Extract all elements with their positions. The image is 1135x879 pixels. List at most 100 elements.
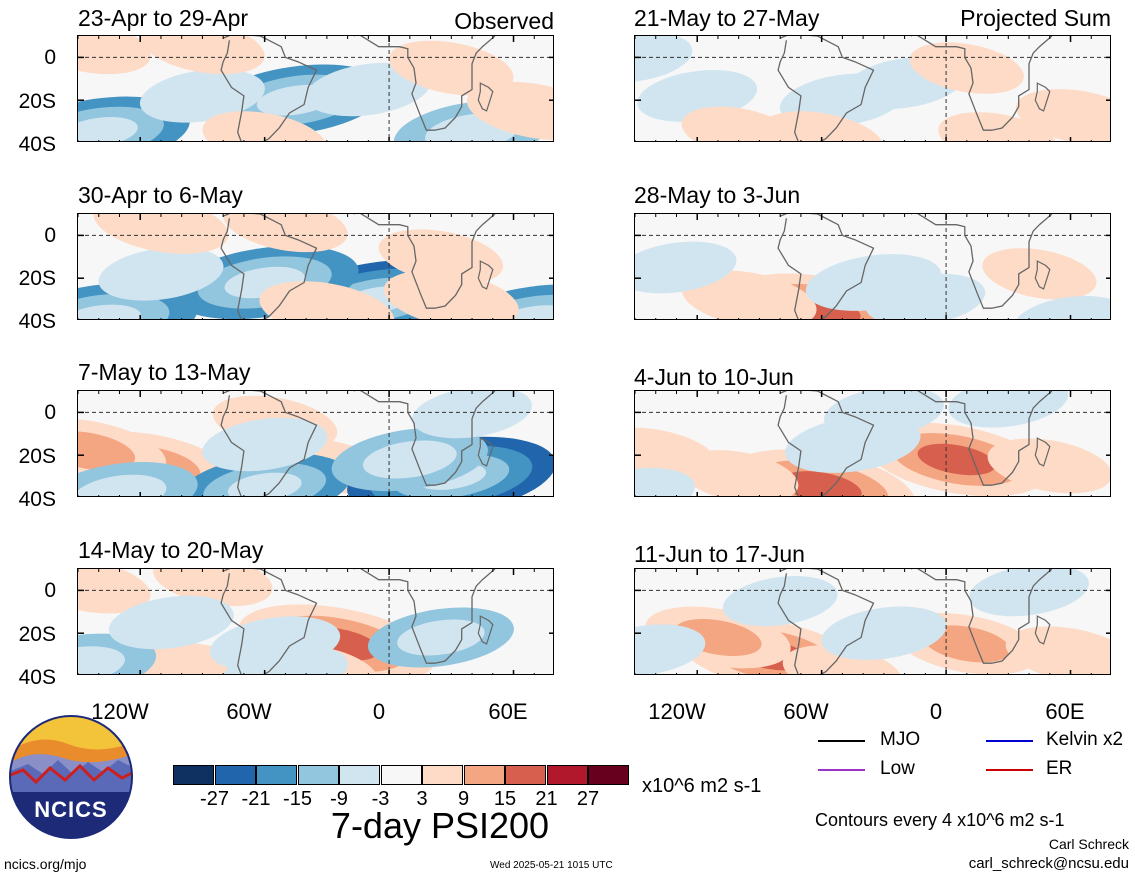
south-america-outline (777, 214, 875, 319)
anomaly-contour (821, 606, 947, 660)
anomaly-contour (139, 69, 265, 123)
anomaly-contour (635, 241, 737, 294)
madagascar-outline (477, 437, 494, 467)
map-panel (77, 213, 554, 320)
y-tick-label: 20S (18, 445, 56, 468)
south-america-outline (220, 569, 318, 674)
africa-outline (353, 214, 496, 309)
colorbar-label: 9 (457, 788, 470, 810)
anomaly-contour (140, 36, 265, 75)
map-panel (77, 35, 554, 142)
map-panel-svg (635, 391, 1110, 496)
x-tick-label: 120W (91, 699, 149, 724)
map-panel (634, 35, 1111, 142)
map-panel (634, 568, 1111, 675)
y-tick-label: 0 (44, 401, 56, 424)
anomaly-contour (78, 117, 138, 141)
colorbar-swatch (588, 765, 629, 785)
anomaly-contour (679, 450, 799, 496)
madagascar-outline (477, 260, 494, 290)
anomaly-contour (98, 247, 224, 301)
anomaly-contour (681, 106, 796, 141)
author-name: Carl Schreck (1048, 836, 1129, 852)
anomaly-contour (923, 625, 1011, 663)
south-america-outline (220, 391, 318, 496)
panel-title: 14-May to 20-May (78, 537, 264, 563)
colorbar-units: x10^6 m2 s-1 (642, 775, 762, 797)
anomaly-contour (78, 36, 151, 75)
panel-title: 7-May to 13-May (78, 359, 251, 385)
x-tick-label: 0 (372, 699, 386, 724)
anomaly-contour (222, 644, 348, 674)
legend-line-er (986, 769, 1033, 771)
anomaly-contour (948, 391, 1069, 428)
x-tick-label: 60W (226, 699, 272, 724)
anomaly-contour (681, 270, 817, 319)
anomaly-contour (78, 293, 170, 319)
anomaly-contour (389, 40, 514, 96)
legend-line-low (818, 769, 865, 771)
logo-text: NCICS (34, 797, 108, 822)
anomaly-contour (108, 595, 234, 650)
anomaly-contour (1013, 295, 1110, 319)
colorbar-label: -3 (371, 788, 390, 810)
anomaly-contour (466, 81, 553, 141)
panel-title: 4-Jun to 10-Jun (634, 364, 794, 390)
anomaly-contour (865, 273, 986, 319)
colorbar-swatch (173, 765, 214, 785)
contours-note: Contours every 4 x10^6 m2 s-1 (815, 810, 1065, 830)
colorbar-label: -21 (241, 788, 271, 810)
anomaly-contour (722, 576, 838, 627)
madagascar-outline (477, 615, 494, 645)
anomaly-contour (223, 214, 348, 253)
panel-title: 11-Jun to 17-Jun (634, 541, 805, 567)
y-tick-label: 0 (44, 224, 56, 247)
madagascar-outline (1034, 82, 1051, 112)
anomaly-contour (909, 42, 1024, 94)
y-tick-label: 20S (18, 267, 56, 290)
x-tick-label: 0 (929, 699, 943, 724)
south-america-outline (777, 391, 875, 496)
map-panel (77, 568, 554, 675)
anomaly-contour (153, 569, 273, 607)
legend-label-low: Low (880, 758, 915, 779)
colorbar-swatch (297, 765, 339, 785)
anomaly-contour (362, 440, 457, 479)
colorbar-label: -9 (330, 788, 348, 810)
africa-outline (353, 569, 496, 664)
anomaly-contour (202, 417, 328, 472)
africa-outline (910, 214, 1053, 309)
site-link[interactable]: ncics.org/mjo (4, 856, 87, 872)
madagascar-outline (1034, 615, 1051, 645)
anomaly-contour (982, 248, 1097, 300)
observed-label: Observed (454, 8, 554, 34)
colorbar-label: 21 (535, 788, 558, 810)
colorbar-swatch (422, 765, 463, 785)
legend-line-kelvin (986, 740, 1033, 742)
y-tick-label: 0 (44, 46, 56, 69)
anomaly-contour (635, 467, 695, 496)
anomaly-contour (227, 472, 302, 496)
y-tick-label: 40S (18, 488, 56, 511)
map-panel (77, 390, 554, 497)
y-tick-label: 40S (18, 310, 56, 333)
south-america-outline (220, 36, 318, 141)
map-panel (634, 390, 1111, 497)
y-tick-label: 20S (18, 623, 56, 646)
ncics-logo-graphic (9, 715, 133, 839)
madagascar-outline (1034, 260, 1051, 290)
south-america-outline (777, 569, 875, 674)
ncics-logo[interactable]: NCICS (8, 714, 134, 840)
anomaly-contour (635, 624, 706, 674)
map-panel-svg (78, 36, 553, 141)
anomaly-contour (78, 431, 136, 471)
africa-outline (910, 36, 1053, 131)
anomaly-contour (78, 569, 151, 614)
anomaly-contour (635, 36, 693, 83)
colorbar-swatch (505, 765, 546, 785)
anomaly-contour (1016, 89, 1110, 141)
timestamp: Wed 2025-05-21 1015 UTC (490, 860, 613, 871)
legend-label-kelvin: Kelvin x2 (1046, 729, 1124, 750)
map-panel-svg (635, 569, 1110, 674)
anomaly-contour (781, 471, 862, 496)
